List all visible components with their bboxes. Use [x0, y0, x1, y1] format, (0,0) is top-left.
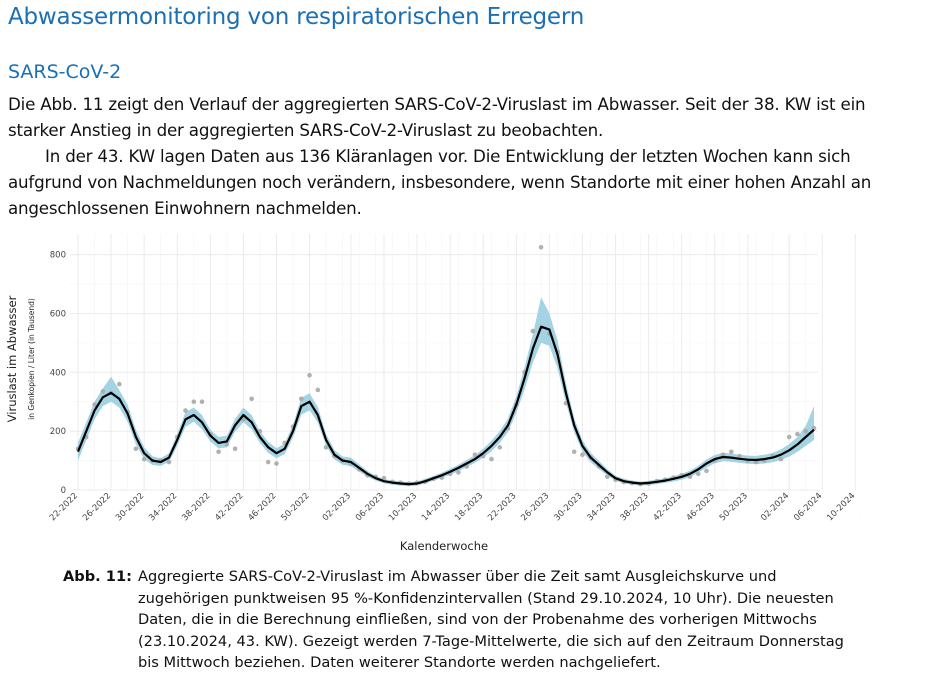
x-tick-label: 50-2023 — [718, 491, 750, 523]
x-tick-label: 46-2023 — [685, 491, 717, 523]
data-point — [472, 452, 478, 457]
x-tick-label: 38-2022 — [180, 491, 212, 523]
data-point — [803, 428, 809, 434]
confidence-band — [78, 297, 814, 487]
x-tick-label: 10-2023 — [387, 491, 419, 523]
data-point — [117, 381, 122, 387]
x-tick-label: 10-2024 — [825, 491, 857, 523]
data-point — [580, 452, 585, 457]
data-point — [695, 471, 701, 477]
data-point — [729, 449, 734, 455]
y-axis-subtitle: in Genkopien / Liter (in Tausend) — [27, 298, 36, 420]
data-point — [141, 456, 147, 462]
data-point — [191, 399, 197, 405]
data-point — [704, 468, 709, 474]
data-point — [199, 399, 205, 405]
paragraph-2: In der 43. KW lagen Daten aus 136 Kläran… — [8, 146, 872, 218]
caption-label: Abb. 11: — [63, 568, 132, 585]
x-tick-label: 42-2023 — [652, 491, 684, 523]
data-point — [249, 396, 254, 402]
data-point — [257, 428, 263, 434]
confidence-band-layer — [78, 297, 814, 487]
x-tick-label: 06-2023 — [354, 491, 386, 523]
data-point — [323, 445, 329, 450]
x-tick-label: 30-2022 — [114, 491, 146, 523]
data-point — [720, 452, 726, 457]
x-tick-label: 22-2023 — [486, 491, 518, 523]
y-axis-ticks: 0 200 400 600 800 — [50, 251, 66, 496]
data-point — [795, 431, 800, 437]
x-tick-label: 50-2022 — [279, 491, 311, 523]
data-point — [274, 461, 279, 466]
data-point — [265, 459, 271, 465]
paragraph-1: Die Abb. 11 zeigt den Verlauf der aggreg… — [8, 94, 866, 140]
caption-text: Aggregierte SARS-CoV-2-Viruslast im Abwa… — [137, 568, 844, 671]
grid-major — [70, 234, 856, 491]
y-tick-label: 600 — [50, 309, 66, 319]
y-tick-label: 800 — [50, 251, 66, 261]
x-tick-label: 46-2022 — [246, 491, 278, 523]
data-point — [166, 459, 172, 465]
x-tick-label: 26-2023 — [519, 491, 551, 523]
data-point — [778, 456, 784, 462]
data-points-layer — [75, 244, 817, 487]
page-title: Abwassermonitoring von respiratorischen … — [8, 4, 585, 30]
x-tick-label: 34-2022 — [147, 491, 179, 523]
data-point — [497, 445, 503, 450]
x-tick-label: 14-2023 — [420, 491, 452, 523]
y-tick-label: 200 — [50, 427, 66, 437]
y-tick-label: 0 — [61, 486, 66, 496]
data-point — [133, 446, 139, 452]
x-tick-label: 34-2023 — [585, 491, 617, 523]
x-tick-label: 26-2022 — [81, 491, 113, 523]
x-axis-title: Kalenderwoche — [400, 539, 488, 553]
data-point — [604, 474, 610, 480]
data-point — [538, 244, 544, 250]
y-tick-label: 400 — [50, 368, 66, 378]
x-tick-label: 02-2024 — [759, 491, 791, 523]
data-point — [737, 453, 742, 459]
x-tick-label: 42-2022 — [213, 491, 245, 523]
x-tick-label: 30-2023 — [552, 491, 584, 523]
data-point — [563, 400, 569, 406]
data-point — [183, 408, 188, 413]
data-point — [315, 387, 321, 393]
data-point — [298, 396, 304, 402]
data-point — [571, 449, 577, 455]
data-point — [224, 442, 230, 447]
data-point — [92, 402, 97, 407]
grid-minor — [70, 234, 818, 490]
data-point — [456, 470, 461, 475]
data-point — [241, 417, 246, 422]
data-point — [786, 434, 792, 440]
figure-caption: Abb. 11: Aggregierte SARS-CoV-2-Viruslas… — [63, 566, 863, 674]
data-point — [232, 446, 238, 452]
y-axis-title: Viruslast im Abwasser — [5, 295, 19, 422]
fitted-line-layer — [76, 325, 815, 486]
data-point — [100, 389, 106, 394]
x-axis-ticks: 22-2022 26-2022 30-2022 34-2022 38-2022 42-20… — [48, 491, 860, 523]
section-title: SARS-CoV-2 — [8, 61, 122, 83]
x-tick-label: 14-2024 — [858, 491, 860, 523]
x-tick-label: 18-2023 — [453, 491, 485, 523]
data-point — [530, 328, 536, 334]
data-point — [687, 474, 693, 480]
viral-load-chart: 0 200 400 600 800 22-2022 26-2022 30-2022 34-20… — [5, 234, 860, 553]
x-tick-label: 06-2024 — [792, 491, 824, 523]
data-point — [216, 449, 221, 455]
body-text: Die Abb. 11 zeigt den Verlauf der aggreg… — [8, 91, 923, 221]
fitted-line — [76, 325, 815, 486]
data-point — [307, 372, 312, 378]
x-tick-label: 02-2023 — [321, 491, 353, 523]
data-point — [381, 475, 387, 481]
x-tick-label: 38-2023 — [619, 491, 651, 523]
data-point — [489, 456, 494, 462]
